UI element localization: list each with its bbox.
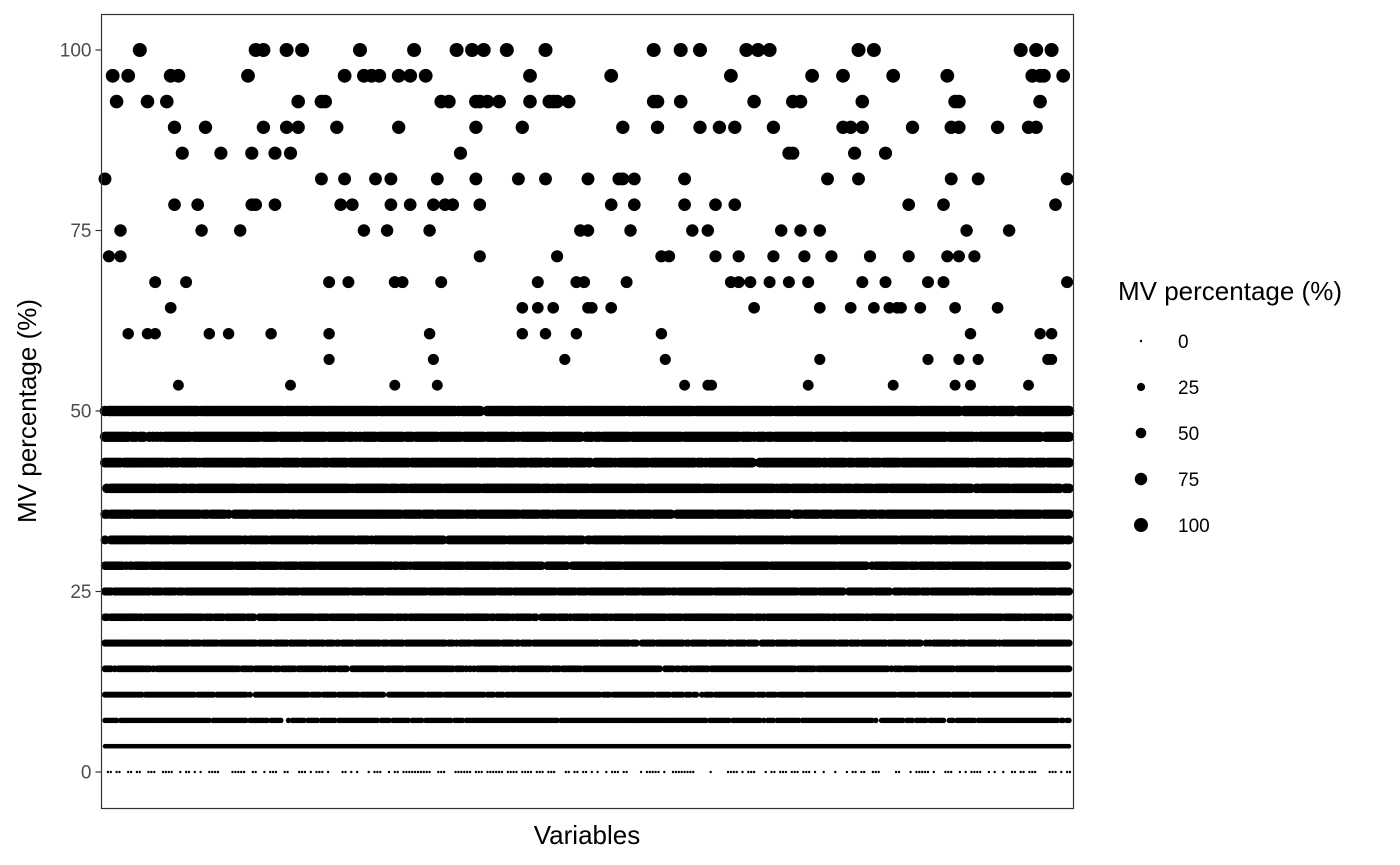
data-point [873,717,879,724]
data-point [632,639,640,647]
data-point [243,717,249,724]
data-point [795,717,802,724]
data-point [343,665,350,673]
data-point [448,717,454,724]
data-point [531,613,540,622]
data-point [314,717,321,724]
data-point [405,717,412,724]
data-point [656,665,663,673]
data-point [1064,509,1074,519]
data-point [278,717,284,724]
data-point [1060,717,1066,724]
data-point [770,717,777,724]
data-point [1064,535,1074,545]
data-point [869,717,875,724]
data-point [1065,691,1073,698]
data-point [246,691,253,698]
data-point [1065,613,1073,622]
data-point [885,587,894,596]
data-point [459,717,466,724]
scatter-points [98,43,1075,774]
data-point [693,691,700,698]
data-point [909,717,916,724]
data-point [703,717,709,724]
data-point [752,639,760,647]
data-point [113,717,120,724]
data-point [285,717,292,724]
data-point [940,717,947,724]
data-point [1065,665,1073,673]
data-point [950,717,956,724]
data-point [971,717,978,724]
data-point [1064,587,1074,596]
data-point [374,717,381,724]
data-point [757,717,763,724]
data-point [419,717,425,724]
data-point [1066,717,1072,724]
data-point [1054,717,1061,724]
data-point [301,717,307,724]
data-point [923,717,929,724]
data-point [554,717,560,724]
data-point [264,717,271,724]
data-point [386,717,392,724]
data-point [380,691,387,698]
data-point [1062,561,1072,570]
data-point [838,587,848,596]
data-point [206,717,213,724]
data-point [761,717,767,724]
data-point [1066,743,1072,749]
data-point [900,717,906,724]
data-point [916,639,924,647]
data-point [726,717,732,724]
data-point [249,613,258,622]
data-point [1065,639,1073,647]
data-point [332,717,338,724]
